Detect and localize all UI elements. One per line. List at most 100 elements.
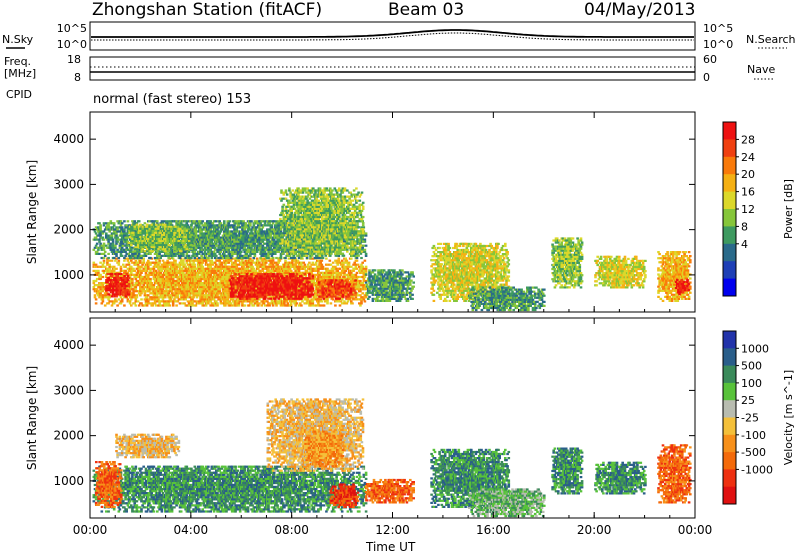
power-cell (319, 262, 322, 264)
power-cell (350, 272, 353, 274)
power-cell (225, 278, 228, 280)
power-cell (95, 245, 98, 247)
power-cell (135, 300, 138, 302)
power-cell (102, 296, 105, 298)
power-cell (179, 292, 182, 294)
power-cell (359, 294, 362, 296)
power-cell (323, 304, 326, 306)
power-cell (103, 224, 106, 226)
power-cell (96, 253, 99, 255)
power-cell (196, 296, 199, 298)
power-cell (196, 220, 199, 222)
power-cell (215, 300, 218, 302)
power-cell (294, 264, 297, 266)
power-cell (96, 288, 99, 290)
power-cell (130, 257, 133, 259)
power-cell (343, 302, 346, 304)
power-cell (336, 264, 339, 266)
power-cell (238, 224, 241, 226)
power-cell (224, 264, 227, 266)
power-cell (248, 226, 251, 228)
power-cell (200, 255, 203, 257)
power-cell (254, 298, 257, 300)
power-cell (161, 290, 164, 292)
power-cell (205, 260, 208, 262)
power-cell (103, 260, 106, 262)
power-cell (158, 292, 161, 294)
power-cell (115, 235, 118, 237)
power-cell (324, 276, 327, 278)
power-cell (221, 268, 224, 270)
power-cell (182, 260, 185, 262)
power-cell (321, 264, 324, 266)
power-cell (162, 280, 165, 282)
power-cell (113, 300, 116, 302)
power-cell (338, 300, 341, 302)
power-cell (164, 290, 167, 292)
power-cell (309, 304, 312, 306)
power-cell (215, 272, 218, 274)
power-cell (253, 268, 256, 270)
power-cell (287, 270, 290, 272)
power-cell (188, 280, 191, 282)
power-cell (171, 296, 174, 298)
power-cell (218, 292, 221, 294)
power-cell (361, 266, 364, 268)
power-cell (139, 270, 142, 272)
power-cell (174, 290, 177, 292)
power-cell (236, 266, 239, 268)
power-cell (120, 268, 123, 270)
power-cell (103, 249, 106, 251)
power-cell (129, 255, 132, 257)
power-cell (232, 245, 235, 247)
power-cell (218, 224, 221, 226)
power-cell (119, 245, 122, 247)
power-cell (232, 298, 235, 300)
power-cell (125, 247, 128, 249)
power-cell (357, 280, 360, 282)
power-cell (257, 260, 260, 262)
power-cell (112, 226, 115, 228)
power-cell (157, 264, 160, 266)
power-cell (341, 260, 344, 262)
power-cell (228, 294, 231, 296)
power-cell (239, 249, 242, 251)
power-cell (351, 302, 354, 304)
power-cell (159, 282, 162, 284)
power-cell (115, 253, 118, 255)
power-cell (99, 228, 102, 230)
power-cell (103, 253, 106, 255)
power-cell (363, 272, 366, 274)
power-cell (129, 251, 132, 253)
power-cell (248, 264, 251, 266)
power-cell (250, 302, 253, 304)
power-cell (223, 253, 226, 255)
power-cell (184, 270, 187, 272)
power-cell (209, 228, 212, 230)
power-cell (205, 239, 208, 241)
power-cell (221, 255, 224, 257)
power-cell (307, 302, 310, 304)
power-cell (165, 302, 168, 304)
power-cell (238, 237, 241, 239)
power-cell (212, 222, 215, 224)
power-cell (205, 255, 208, 257)
power-cell (218, 290, 221, 292)
power-cell (276, 264, 279, 266)
power-cell (161, 268, 164, 270)
power-cell (181, 268, 184, 270)
power-cell (141, 276, 144, 278)
power-cell (145, 272, 148, 274)
power-cell (153, 284, 156, 286)
power-cell (239, 253, 242, 255)
power-cell (147, 276, 150, 278)
power-cell (342, 270, 345, 272)
power-cell (130, 260, 133, 262)
power-cell (191, 264, 194, 266)
power-cell (218, 260, 221, 262)
power-cell (111, 235, 114, 237)
power-cell (112, 232, 115, 234)
power-cell (174, 262, 177, 264)
power-cell (103, 270, 106, 272)
power-cell (95, 270, 98, 272)
